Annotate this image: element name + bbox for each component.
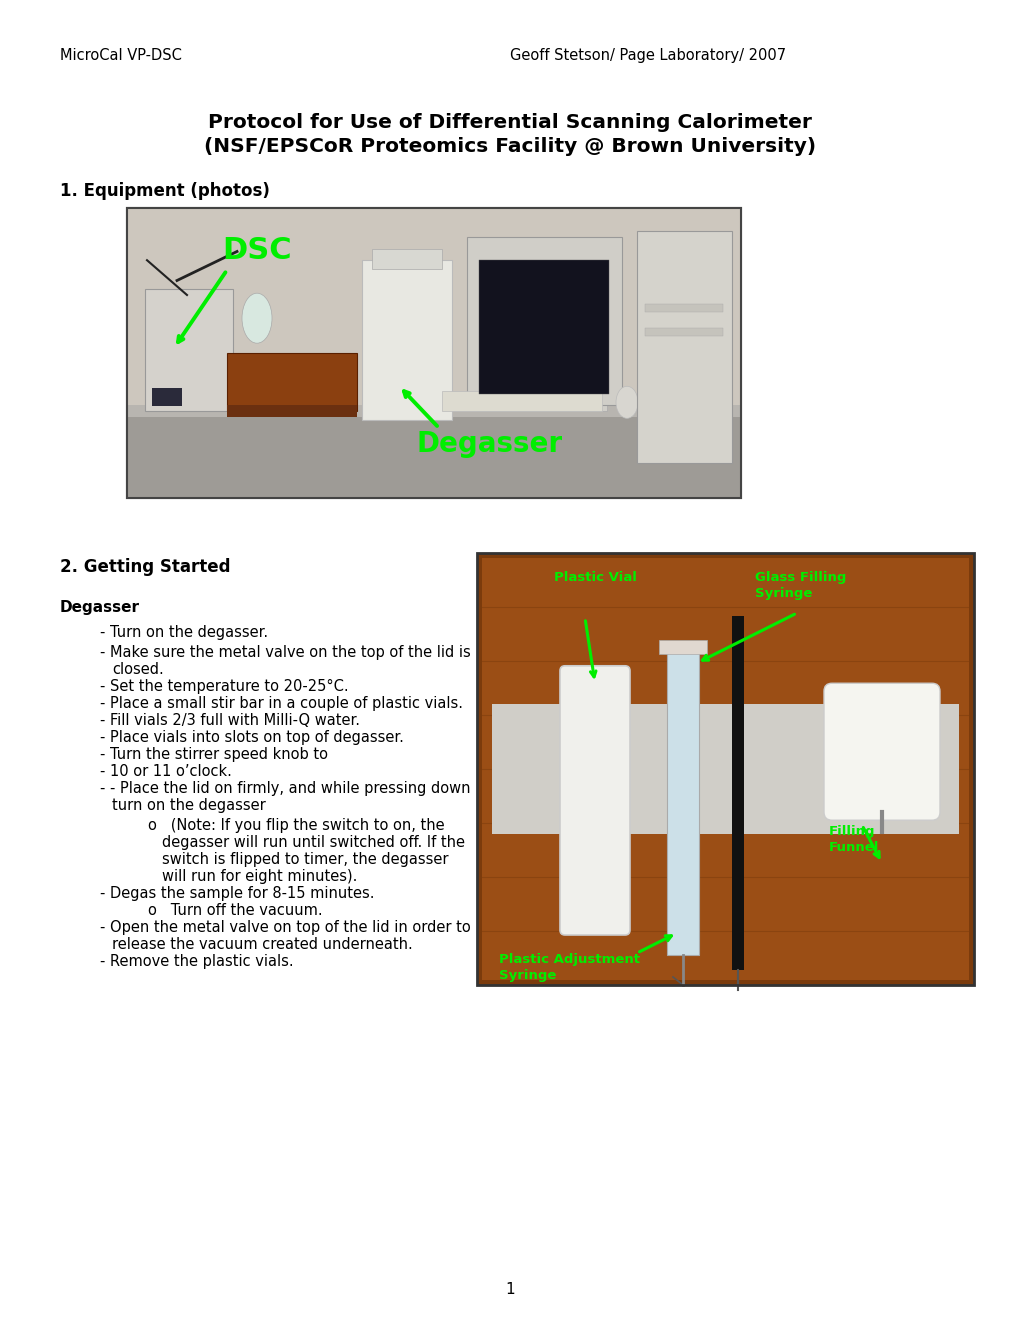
Bar bbox=[477, 400, 606, 411]
Ellipse shape bbox=[242, 293, 272, 343]
Text: - Degas the sample for 8-15 minutes.: - Degas the sample for 8-15 minutes. bbox=[100, 886, 374, 902]
Bar bbox=[467, 238, 622, 405]
Bar bbox=[127, 209, 740, 411]
Bar bbox=[637, 231, 732, 463]
Bar bbox=[732, 615, 743, 970]
Text: - Make sure the metal valve on the top of the lid is: - Make sure the metal valve on the top o… bbox=[100, 645, 471, 660]
Text: DSC: DSC bbox=[222, 236, 291, 265]
Bar bbox=[644, 327, 722, 335]
Text: will run for eight minutes).: will run for eight minutes). bbox=[162, 869, 357, 884]
Bar bbox=[491, 704, 958, 834]
Bar bbox=[479, 260, 608, 393]
Bar bbox=[227, 352, 357, 411]
Bar bbox=[482, 558, 968, 979]
Text: (NSF/EPSCoR Proteomics Facility @ Brown University): (NSF/EPSCoR Proteomics Facility @ Brown … bbox=[204, 137, 815, 156]
Text: - Fill vials 2/3 full with Milli-Q water.: - Fill vials 2/3 full with Milli-Q water… bbox=[100, 713, 360, 729]
Text: release the vacuum created underneath.: release the vacuum created underneath. bbox=[112, 937, 413, 952]
Text: Degasser: Degasser bbox=[60, 601, 140, 615]
Text: - - Place the lid on firmly, and while pressing down: - - Place the lid on firmly, and while p… bbox=[100, 781, 470, 796]
Text: - Set the temperature to 20-25°C.: - Set the temperature to 20-25°C. bbox=[100, 678, 348, 694]
Text: - 10 or 11 o’clock.: - 10 or 11 o’clock. bbox=[100, 764, 231, 779]
Text: - Place a small stir bar in a couple of plastic vials.: - Place a small stir bar in a couple of … bbox=[100, 696, 463, 711]
Text: - Open the metal valve on top of the lid in order to: - Open the metal valve on top of the lid… bbox=[100, 920, 471, 935]
Bar bbox=[477, 553, 973, 985]
Bar bbox=[362, 260, 451, 420]
Text: Plastic Vial: Plastic Vial bbox=[553, 572, 636, 583]
Text: - Remove the plastic vials.: - Remove the plastic vials. bbox=[100, 954, 293, 969]
Bar bbox=[666, 644, 698, 954]
Bar bbox=[127, 209, 740, 498]
FancyBboxPatch shape bbox=[559, 665, 630, 935]
Text: Glass Filling
Syringe: Glass Filling Syringe bbox=[754, 572, 846, 601]
Bar bbox=[152, 388, 181, 407]
Bar bbox=[441, 391, 601, 411]
Bar bbox=[227, 405, 357, 417]
Text: degasser will run until switched off. If the: degasser will run until switched off. If… bbox=[162, 836, 465, 850]
Text: Filling
Funnel: Filling Funnel bbox=[828, 825, 878, 854]
Text: o   Turn off the vacuum.: o Turn off the vacuum. bbox=[148, 903, 322, 917]
Text: MicroCal VP-DSC: MicroCal VP-DSC bbox=[60, 48, 181, 63]
Bar bbox=[658, 640, 706, 653]
Bar bbox=[127, 411, 740, 498]
Bar bbox=[372, 248, 441, 269]
Bar bbox=[127, 209, 740, 498]
Text: 1: 1 bbox=[504, 1282, 515, 1298]
Text: - Turn on the degasser.: - Turn on the degasser. bbox=[100, 624, 268, 640]
Text: turn on the degasser: turn on the degasser bbox=[112, 799, 266, 813]
Text: - Place vials into slots on top of degasser.: - Place vials into slots on top of degas… bbox=[100, 730, 404, 744]
Text: Geoff Stetson/ Page Laboratory/ 2007: Geoff Stetson/ Page Laboratory/ 2007 bbox=[510, 48, 786, 63]
FancyBboxPatch shape bbox=[823, 684, 940, 820]
Bar bbox=[145, 289, 232, 411]
Text: Degasser: Degasser bbox=[417, 430, 562, 458]
Bar bbox=[127, 405, 740, 417]
Text: 2. Getting Started: 2. Getting Started bbox=[60, 558, 230, 576]
Text: Protocol for Use of Differential Scanning Calorimeter: Protocol for Use of Differential Scannin… bbox=[208, 114, 811, 132]
Text: Plastic Adjustment
Syringe: Plastic Adjustment Syringe bbox=[498, 953, 639, 982]
Ellipse shape bbox=[615, 387, 637, 418]
Text: o   (Note: If you flip the switch to on, the: o (Note: If you flip the switch to on, t… bbox=[148, 818, 444, 833]
Text: switch is flipped to timer, the degasser: switch is flipped to timer, the degasser bbox=[162, 851, 448, 867]
Text: - Turn the stirrer speed knob to: - Turn the stirrer speed knob to bbox=[100, 747, 328, 762]
Text: 1. Equipment (photos): 1. Equipment (photos) bbox=[60, 182, 270, 201]
Bar bbox=[644, 305, 722, 313]
Text: closed.: closed. bbox=[112, 663, 164, 677]
Bar bbox=[477, 553, 973, 985]
